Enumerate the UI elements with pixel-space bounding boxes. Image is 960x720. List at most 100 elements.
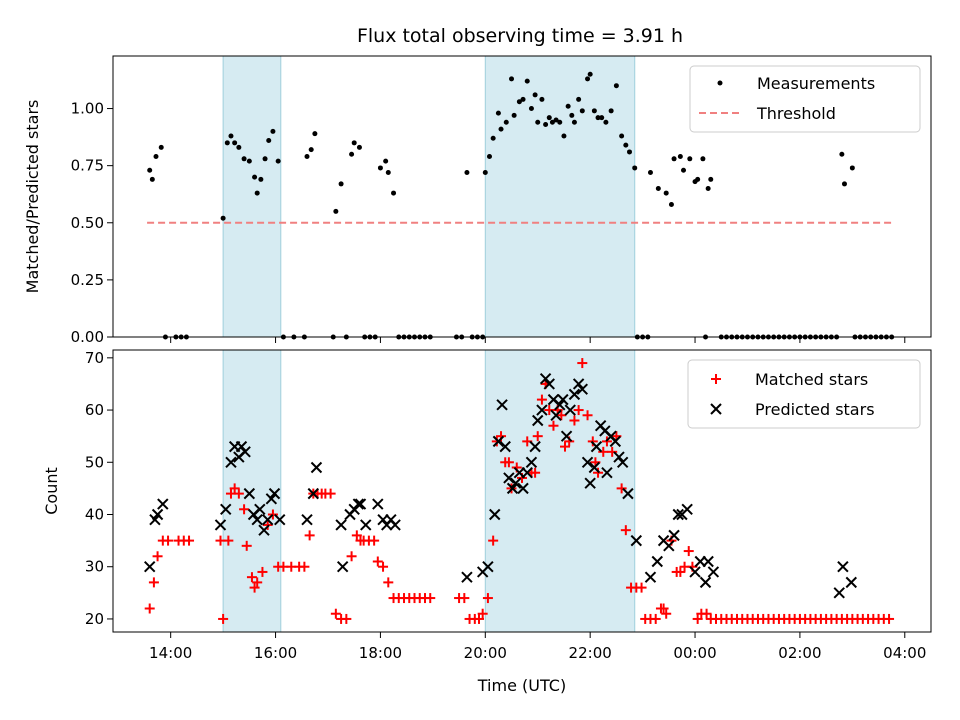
measurement-point (503, 119, 509, 125)
predicted-star-point (521, 467, 533, 479)
measurement-point (687, 156, 693, 162)
matched-star-point (257, 566, 268, 577)
predicted-star-point (845, 576, 858, 589)
predicted-star-point (707, 566, 720, 578)
predicted-star-point (265, 493, 278, 505)
predicted-star-point (590, 440, 603, 453)
measurement-point (553, 117, 559, 123)
legend-x-glyph (710, 403, 722, 415)
predicted-star-point (539, 373, 552, 385)
predicted-star-point (568, 388, 581, 401)
matched-star-point (372, 556, 383, 567)
bottom-y-tick-label: 20 (85, 610, 104, 628)
measurement-point (236, 144, 242, 150)
bottom-x-tick-label: 00:00 (673, 644, 716, 662)
predicted-star-point (360, 519, 372, 531)
matched-star-point (620, 525, 631, 536)
predicted-star-point (702, 555, 714, 568)
predicted-star-point (837, 561, 849, 573)
bottom-x-ticks: 14:00 16:00 18:00 20:00 22:00 00:00 02:00 04:00 (149, 632, 926, 662)
top-axes-frame (112, 55, 932, 338)
matched-star-point (556, 410, 567, 421)
predicted-star-point (301, 514, 313, 526)
measurement-point (532, 92, 538, 98)
matched-star-point (559, 441, 570, 452)
top-x-ticks (170, 337, 906, 343)
legend-predicted-label: Predicted stars (755, 400, 875, 419)
top-y-tick-label: 1.00 (71, 100, 104, 118)
matched-star-point (378, 561, 389, 572)
bottom-legend: Matched stars Predicted stars (687, 359, 921, 429)
predicted-star-point (143, 561, 156, 573)
bottom-x-tick-label: 16:00 (254, 644, 297, 662)
matched-star-point (299, 561, 310, 572)
measurement-point (619, 133, 625, 139)
matched-star-point (692, 613, 703, 624)
predicted-star-point (372, 498, 384, 510)
bottom-x-tick-label: 02:00 (778, 644, 821, 662)
measurement-point (608, 108, 614, 114)
measurement-point (333, 208, 339, 214)
predicted-star-point (482, 561, 494, 573)
top-y-tick-label: 0.75 (71, 157, 104, 175)
measurement-point (516, 99, 522, 105)
matched-star-point (267, 509, 278, 520)
predicted-star-point (532, 414, 544, 427)
bottom-y-axis-label: Count (42, 467, 61, 515)
predicted-star-point (543, 378, 555, 390)
matched-star-point (488, 535, 499, 546)
measurement-point (623, 142, 629, 148)
measurement-point (258, 176, 264, 182)
legend-measurements-label: Measurements (757, 74, 875, 93)
measurement-point (482, 170, 488, 176)
measurement-point (587, 71, 593, 77)
measurement-point (535, 119, 541, 125)
legend-plus-glyph (711, 374, 721, 384)
measurement-point (543, 122, 549, 128)
matched-star-point (229, 483, 240, 494)
predicted-star-point (157, 498, 169, 510)
legend-measurements-marker (717, 80, 723, 86)
matched-star-point (582, 410, 593, 421)
bottom-y-tick-label: 50 (85, 453, 104, 471)
bottom-x-tick-label: 18:00 (359, 644, 402, 662)
measurement-point (647, 170, 653, 176)
legend-matched-label: Matched stars (755, 370, 868, 389)
measurement-point (557, 119, 563, 125)
matched-star-point (152, 551, 163, 562)
matched-star-point (239, 504, 250, 515)
bottom-y-tick-label: 60 (85, 401, 104, 419)
measurement-point (266, 138, 272, 144)
bottom-legend-box (687, 359, 921, 429)
matched-star-point (661, 608, 672, 619)
predicted-star-point (672, 508, 684, 521)
x-axis-label: Time (UTC) (477, 676, 566, 695)
top-y-axis-label: Matched/Predicted stars (23, 100, 42, 294)
measurement-point (349, 151, 355, 157)
measurement-point (520, 96, 526, 102)
predicted-star-point (335, 519, 347, 531)
predicted-star-point (492, 435, 505, 448)
measurement-point (356, 144, 362, 150)
predicted-star-point (554, 399, 566, 411)
measurement-point (576, 96, 582, 102)
predicted-star-point (239, 446, 251, 458)
predicted-star-point (499, 440, 511, 453)
predicted-star-point (274, 514, 286, 526)
measurement-point (224, 140, 230, 146)
predicted-star-point (616, 456, 629, 468)
measurement-point (275, 158, 281, 164)
matched-star-point (503, 457, 514, 468)
matched-star-point (650, 613, 661, 624)
matched-star-point (262, 519, 273, 530)
matched-star-point (683, 546, 694, 557)
predicted-star-point (622, 487, 634, 500)
predicted-star-point (525, 456, 538, 468)
matched-star-point (482, 593, 493, 604)
measurement-point (511, 112, 517, 118)
measurement-point (626, 149, 632, 155)
predicted-star-point (557, 393, 569, 406)
matched-star-point (325, 488, 336, 499)
measurement-point (539, 96, 545, 102)
matched-star-point (459, 593, 470, 604)
